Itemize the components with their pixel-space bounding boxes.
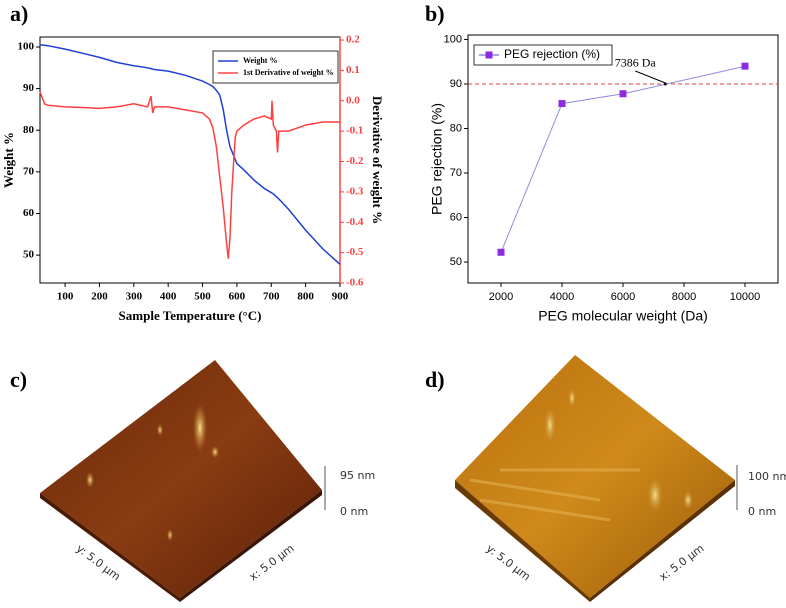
annotation-point bbox=[663, 82, 667, 86]
x-tick-label: 500 bbox=[194, 291, 211, 303]
marker bbox=[619, 90, 627, 98]
y-tick-label: 70 bbox=[23, 165, 35, 177]
y-tick-label: 60 bbox=[23, 207, 35, 219]
afm-edge bbox=[590, 480, 735, 602]
series-line bbox=[39, 91, 340, 259]
y2-tick-label: 0.0 bbox=[346, 94, 360, 106]
afm-image-d: 100 nm 0 nm y: 5.0 µm x: 5.0 µm d) bbox=[425, 355, 786, 602]
marker bbox=[558, 100, 566, 108]
afm-peak bbox=[683, 490, 693, 510]
afm-edge bbox=[180, 490, 322, 602]
z-top-label: 100 nm bbox=[748, 470, 786, 483]
z-top-label: 95 nm bbox=[340, 469, 375, 482]
series-line bbox=[500, 65, 746, 253]
afm-peak bbox=[86, 472, 94, 488]
x-tick-label: 700 bbox=[263, 291, 280, 303]
x-axis-label: x: 5.0 µm bbox=[247, 542, 297, 584]
y2-tick-label: -0.2 bbox=[346, 155, 364, 167]
afm-edge bbox=[40, 493, 180, 602]
afm-ridge bbox=[469, 468, 640, 522]
afm-peak bbox=[157, 424, 163, 436]
panel-label: c) bbox=[10, 367, 27, 392]
x-tick-label: 300 bbox=[126, 291, 143, 303]
x-tick-label: 2000 bbox=[489, 291, 513, 303]
afm-edge bbox=[455, 480, 590, 602]
y2-tick-label: -0.1 bbox=[346, 125, 363, 137]
y-tick-label: 50 bbox=[450, 256, 462, 268]
panel-label: d) bbox=[425, 367, 445, 392]
afm-surface bbox=[40, 360, 322, 598]
y-axis-label: PEG rejection (%) bbox=[429, 103, 445, 215]
x-tick-label: 4000 bbox=[550, 291, 574, 303]
y-axis-label: Weight % bbox=[1, 132, 16, 188]
y2-tick-label: 0.1 bbox=[346, 64, 360, 76]
y2-tick-label: -0.6 bbox=[346, 277, 364, 289]
afm-peak bbox=[647, 477, 663, 513]
legend-label: PEG rejection (%) bbox=[504, 47, 600, 61]
panel-label: a) bbox=[10, 1, 28, 26]
x-tick-label: 6000 bbox=[611, 291, 635, 303]
marker bbox=[741, 62, 749, 70]
legend-box bbox=[212, 50, 339, 84]
afm-peak bbox=[544, 407, 556, 443]
marker bbox=[497, 248, 505, 256]
x-axis-label: Sample Temperature (°C) bbox=[119, 308, 262, 323]
y2-tick-label: -0.4 bbox=[346, 216, 364, 228]
afm-surface bbox=[455, 355, 735, 598]
y-tick-label: 60 bbox=[450, 211, 462, 223]
y-tick-label: 70 bbox=[450, 167, 462, 179]
plot-frame bbox=[467, 34, 779, 284]
x-tick-label: 200 bbox=[91, 291, 108, 303]
y-tick-label: 50 bbox=[23, 249, 35, 261]
y2-tick-label: -0.3 bbox=[346, 185, 364, 197]
z-bottom-label: 0 nm bbox=[340, 505, 368, 518]
legend-box bbox=[473, 44, 613, 66]
y2-axis-label: Derivative of weight % bbox=[370, 96, 385, 224]
afm-peak bbox=[193, 404, 207, 452]
y-tick-label: 80 bbox=[450, 122, 462, 134]
afm-peak bbox=[167, 529, 173, 541]
y2-tick-label: 0.2 bbox=[346, 34, 360, 46]
x-tick-label: 100 bbox=[57, 291, 74, 303]
z-bottom-label: 0 nm bbox=[748, 505, 776, 518]
x-tick-label: 800 bbox=[297, 291, 314, 303]
legend-marker bbox=[485, 51, 493, 59]
legend-label: 1st Derivative of weight % bbox=[243, 68, 334, 77]
x-tick-label: 8000 bbox=[672, 291, 696, 303]
annotation-arrow bbox=[635, 70, 666, 84]
annotation: 7386 Da bbox=[615, 56, 657, 70]
y-tick-label: 90 bbox=[450, 78, 462, 90]
panel-label: b) bbox=[425, 1, 445, 26]
afm-image-c: 95 nm 0 nm y: 5.0 µm x: 5.0 µm c) bbox=[10, 360, 375, 602]
y-axis-label: y: 5.0 µm bbox=[484, 542, 533, 583]
afm-peak bbox=[568, 388, 576, 408]
afm-peak bbox=[211, 446, 219, 458]
y-tick-label: 100 bbox=[444, 33, 462, 45]
y-tick-label: 90 bbox=[23, 82, 35, 94]
x-tick-label: 400 bbox=[160, 291, 177, 303]
x-tick-label: 10000 bbox=[730, 291, 761, 303]
x-tick-label: 900 bbox=[332, 291, 349, 303]
legend-label: Weight % bbox=[243, 56, 277, 65]
x-axis-label: PEG molecular weight (Da) bbox=[538, 308, 708, 324]
y2-tick-label: -0.5 bbox=[346, 246, 364, 258]
x-axis-label: x: 5.0 µm bbox=[657, 542, 707, 584]
y-tick-label: 80 bbox=[23, 124, 35, 136]
series-line bbox=[39, 44, 341, 265]
y-tick-label: 100 bbox=[18, 41, 35, 53]
x-tick-label: 600 bbox=[229, 291, 246, 303]
